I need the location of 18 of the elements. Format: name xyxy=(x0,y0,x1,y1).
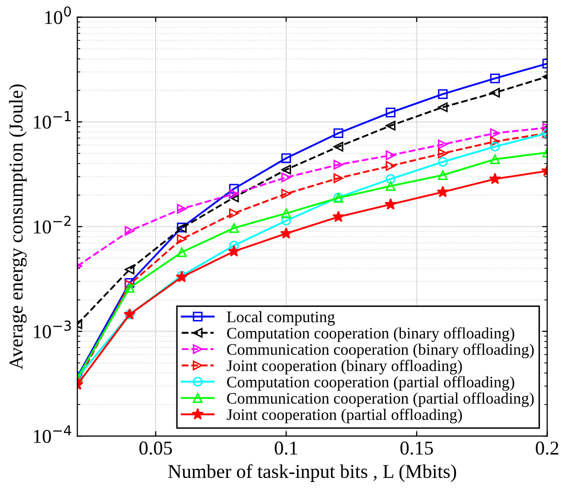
legend-label: Joint cooperation (partial offloading) xyxy=(226,408,462,424)
y-tick-label: 10$^{−3}$ xyxy=(34,320,71,338)
legend-label: Local computing xyxy=(226,311,335,326)
legend-label: Computation cooperation (partial offloading) xyxy=(227,376,514,391)
y-tick-label: 10$^{−2}$ xyxy=(34,216,71,234)
x-tick-label: 0.1 xyxy=(274,442,298,455)
x-tick-label: 0.05 xyxy=(139,442,172,455)
y-tick-label: 10$^{−1}$ xyxy=(34,111,71,129)
x-tick-label: 0.15 xyxy=(400,442,433,455)
x-tick-label: 0.2 xyxy=(536,442,558,455)
y-tick-label: 10$^{−4}$ xyxy=(34,425,72,443)
legend-label: Communication cooperation (binary offloading) xyxy=(227,343,534,358)
legend-label: Computation cooperation (binary offloading) xyxy=(227,327,514,342)
y-axis-title: Average energy consumption (Joule) xyxy=(9,84,27,370)
y-tick-label: 10$^{0}$ xyxy=(45,6,71,24)
legend-label: Communication cooperation (partial offloading) xyxy=(227,392,534,408)
legend-label: Joint cooperation (binary offloading) xyxy=(226,360,462,374)
x-axis-title: Number of task-input bits , L (Mbits) xyxy=(168,464,456,482)
